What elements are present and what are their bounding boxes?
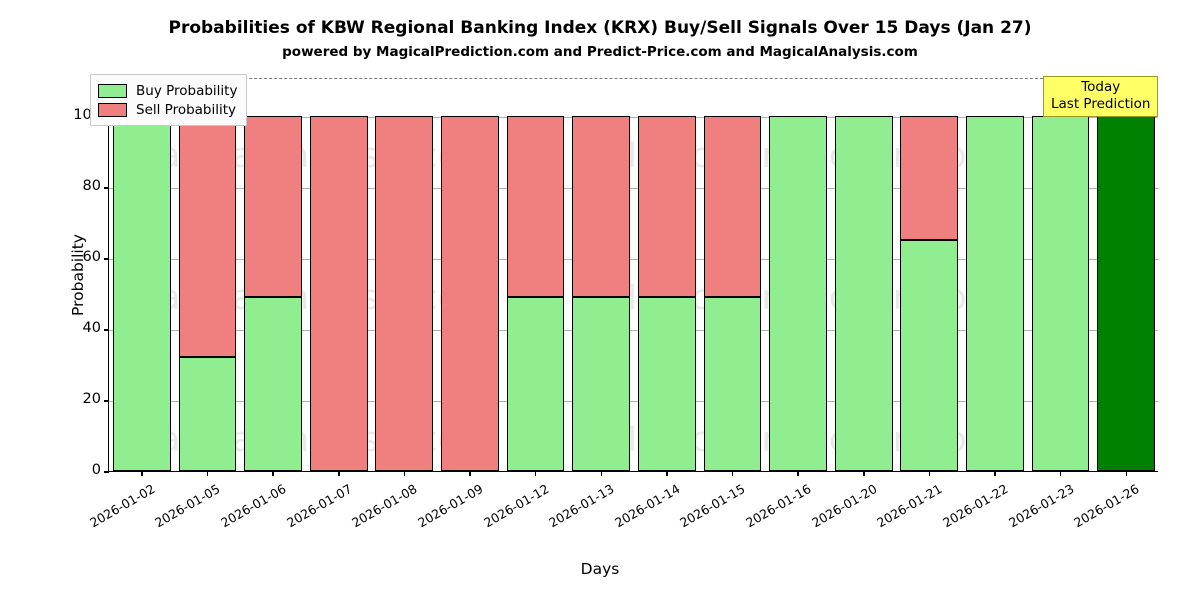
bar-segment-buy xyxy=(966,116,1024,471)
bar-segment-buy xyxy=(112,116,171,471)
bar-segment-buy xyxy=(244,297,302,471)
x-axis-tick-mark xyxy=(994,471,996,476)
bar-2026-01-16 xyxy=(769,77,827,471)
bar-segment-sell xyxy=(703,116,762,297)
x-axis-tick-mark xyxy=(1059,471,1062,476)
x-axis-tick-mark xyxy=(863,471,865,476)
bars-layer xyxy=(109,78,1158,471)
legend-item-buy: Buy Probability xyxy=(98,81,237,100)
bar-2026-01-20 xyxy=(834,77,893,471)
bar-2026-01-08 xyxy=(375,77,434,471)
bar-2026-01-09 xyxy=(441,77,499,471)
legend-swatch-sell xyxy=(98,102,127,117)
y-axis-tick-label: 0 xyxy=(91,462,101,478)
legend-swatch-buy xyxy=(98,83,127,98)
x-axis-tick-label: 2026-01-21 xyxy=(874,481,945,531)
x-axis-tick-mark xyxy=(469,471,471,476)
x-axis-tick-mark xyxy=(666,471,668,476)
bar-segment-sell xyxy=(178,116,237,358)
bar-2026-01-21 xyxy=(900,77,959,471)
bar-segment-buy xyxy=(506,297,565,471)
bar-2026-01-07 xyxy=(309,77,368,471)
bar-2026-01-06 xyxy=(244,77,302,471)
gridlines xyxy=(109,78,1158,471)
bar-2026-01-14 xyxy=(637,77,696,471)
bar-2026-01-23 xyxy=(1031,77,1090,471)
bar-segment-sell xyxy=(637,116,696,297)
x-axis-tick-mark xyxy=(1125,471,1127,476)
bar-segment-buy xyxy=(834,116,893,471)
bar-segment-buy xyxy=(900,240,959,471)
x-axis-tick-mark xyxy=(141,471,143,476)
chart-subtitle: powered by MagicalPrediction.com and Pre… xyxy=(282,44,918,60)
legend-label-buy: Buy Probability xyxy=(136,82,238,99)
legend: Buy Probability Sell Probability xyxy=(90,74,248,126)
x-axis-tick-label: 2026-01-05 xyxy=(152,481,223,531)
x-axis-tick-label: 2026-01-08 xyxy=(349,481,420,531)
today-last-prediction-badge: Today Last Prediction xyxy=(1043,76,1159,117)
x-axis: 2026-01-02 2026-01-05 2026-01-06 2026-01-07… xyxy=(87,78,1158,530)
bar-2026-01-22 xyxy=(966,77,1024,471)
bar-2026-01-05 xyxy=(178,77,237,471)
x-axis-tick-mark xyxy=(600,471,602,476)
y-axis-tick-label: 20 xyxy=(82,391,101,407)
legend-item-sell: Sell Probability xyxy=(98,100,237,119)
y-axis-tick-mark xyxy=(104,471,109,473)
gridline xyxy=(109,472,1158,473)
x-axis-tick-label: 2026-01-26 xyxy=(1071,481,1142,531)
x-axis-tick-mark xyxy=(403,471,406,476)
x-axis-tick-mark xyxy=(338,471,340,476)
bar-2026-01-15 xyxy=(703,77,762,471)
plot-area: MagicalAnalysis.comMagicalPrediction.com… xyxy=(69,78,1158,530)
bar-segment-today xyxy=(1097,116,1156,471)
bar-segment-buy xyxy=(703,297,762,471)
bar-2026-01-26 xyxy=(1097,77,1156,471)
y-axis-tick-label: 40 xyxy=(82,320,101,336)
y-axis-tick-mark xyxy=(104,187,109,189)
bar-segment-sell xyxy=(900,116,959,241)
bar-segment-buy xyxy=(637,297,696,471)
y-axis-tick-mark xyxy=(104,258,109,260)
y-axis-label: Probability xyxy=(68,233,87,316)
y-axis-tick-mark xyxy=(104,329,109,331)
bar-segment-buy xyxy=(178,357,237,471)
gridline xyxy=(109,330,1158,331)
x-axis-tick-mark xyxy=(534,471,537,476)
today-label: Today xyxy=(1081,79,1121,95)
bar-2026-01-12 xyxy=(506,77,565,471)
bar-segment-sell xyxy=(375,116,434,471)
bar-segment-sell xyxy=(441,116,499,471)
x-axis-tick-mark xyxy=(731,471,734,476)
x-axis-tick-mark xyxy=(272,471,274,476)
x-axis-label: Days xyxy=(580,560,620,578)
gridline xyxy=(109,188,1158,189)
x-axis-tick-mark xyxy=(206,471,209,476)
y-axis-tick-mark xyxy=(104,400,109,402)
y-axis-tick-label: 60 xyxy=(82,249,101,265)
x-axis-tick-label: 2026-01-15 xyxy=(677,481,748,531)
bar-segment-buy xyxy=(572,297,631,471)
page-title: Probabilities of KBW Regional Banking In… xyxy=(168,18,1032,38)
x-axis-tick-mark xyxy=(797,471,799,476)
last-prediction-label: Last Prediction xyxy=(1051,96,1151,112)
bar-2026-01-02 xyxy=(112,77,171,471)
reference-line xyxy=(109,78,1158,79)
gridline xyxy=(109,401,1158,402)
x-axis-tick-mark xyxy=(928,471,931,476)
bar-segment-sell xyxy=(309,116,368,471)
bar-segment-sell xyxy=(244,116,302,297)
x-axis-tick-label: 2026-01-13 xyxy=(546,481,617,531)
bar-segment-sell xyxy=(572,116,631,297)
gridline xyxy=(109,259,1158,260)
bar-segment-buy xyxy=(769,116,827,471)
legend-label-sell: Sell Probability xyxy=(136,101,237,118)
x-axis-tick-label: 2026-01-02 xyxy=(86,481,158,531)
bar-2026-01-13 xyxy=(572,77,631,471)
gridline xyxy=(109,117,1158,118)
y-axis-tick-label: 80 xyxy=(82,178,101,194)
bar-segment-sell xyxy=(506,116,565,297)
bar-segment-buy xyxy=(1031,116,1090,471)
